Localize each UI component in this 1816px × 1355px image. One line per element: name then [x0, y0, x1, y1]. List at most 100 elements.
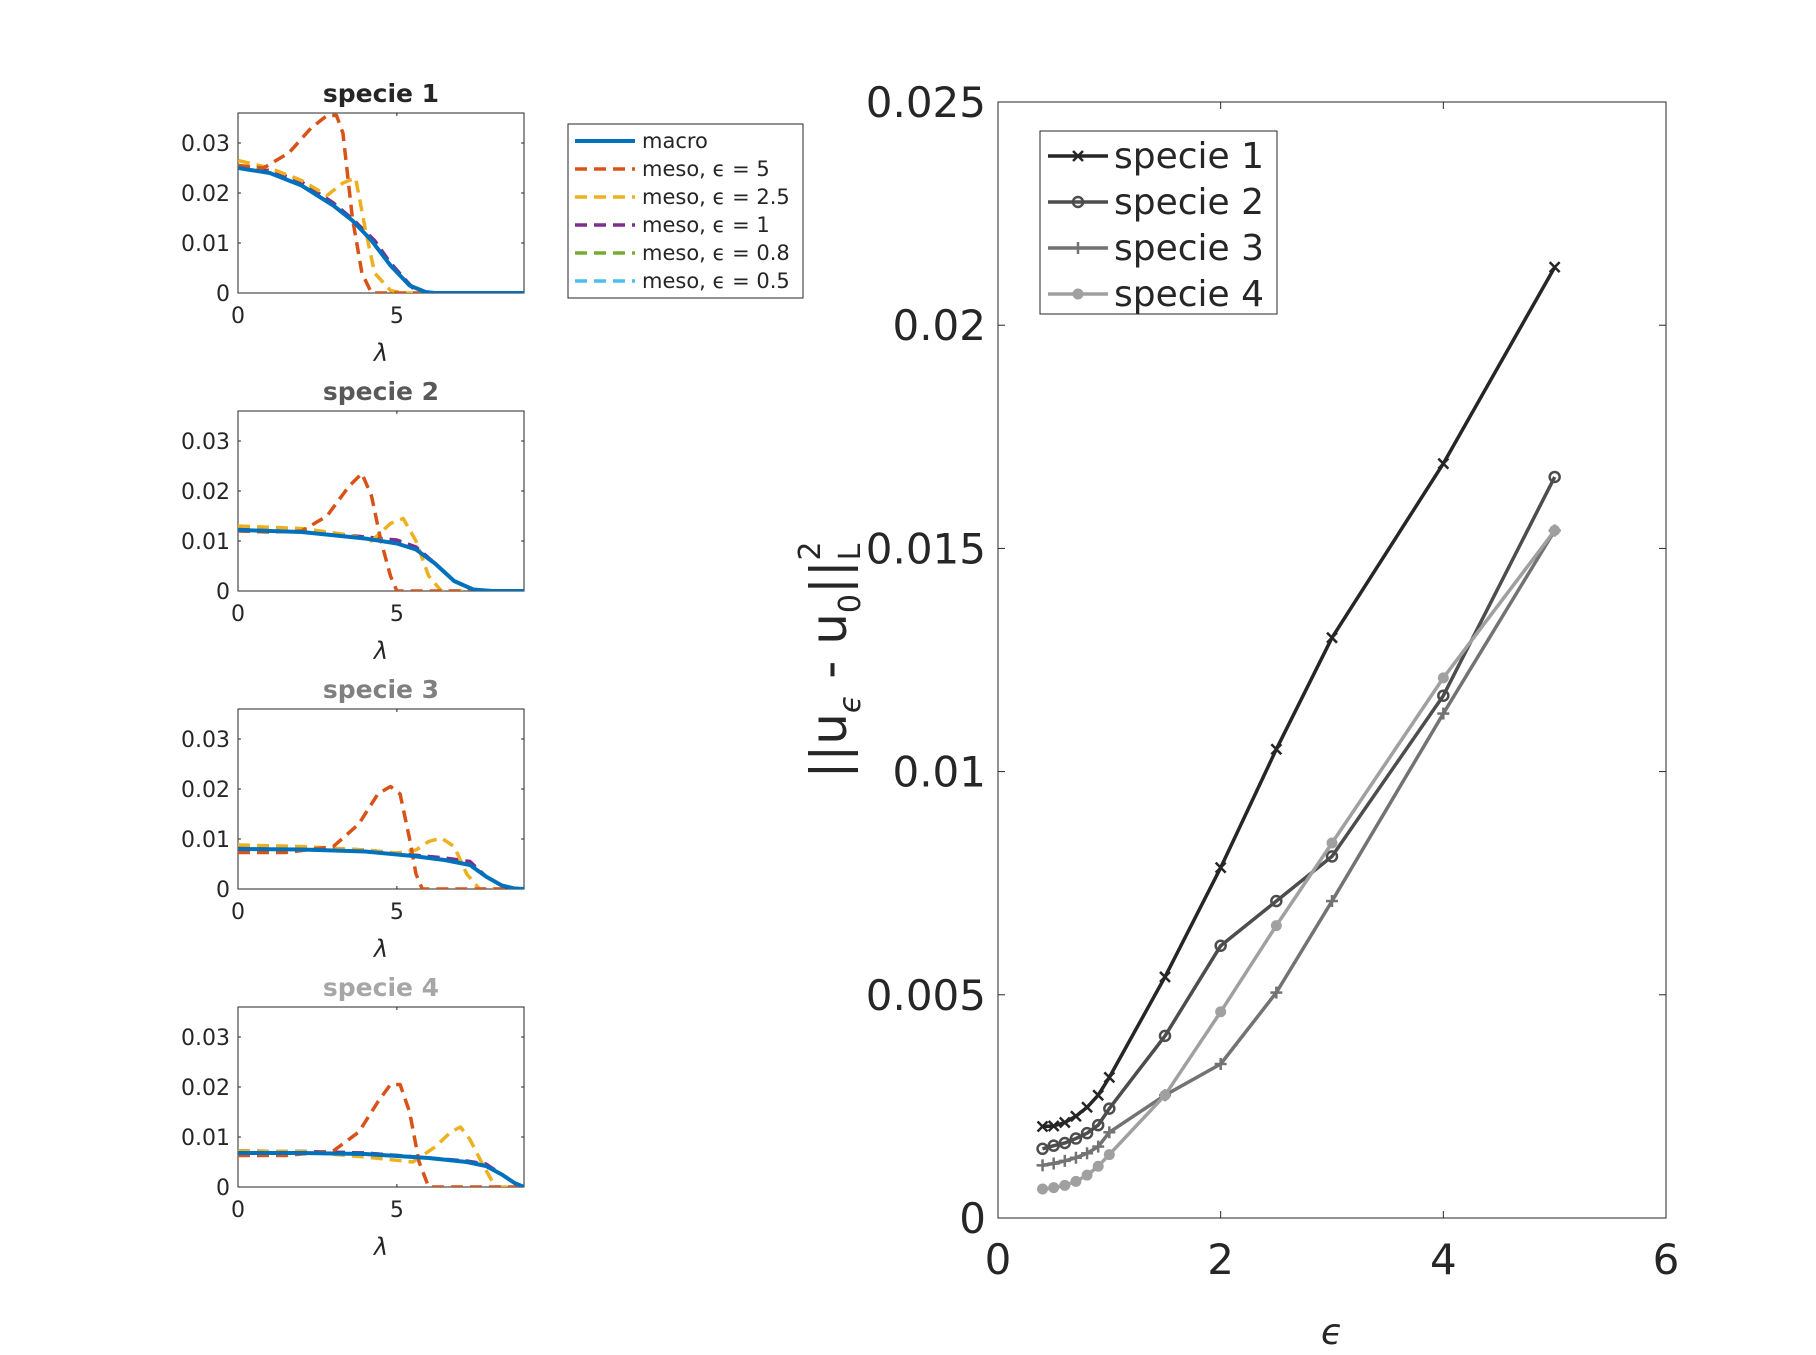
- small-panel-title: specie 4: [323, 973, 439, 1002]
- legend-big-marker: [1072, 150, 1084, 162]
- y-tick-label: 0.02: [181, 778, 230, 803]
- data-point: [1058, 1136, 1072, 1150]
- legend-small-box: [567, 123, 804, 299]
- data-point: [1092, 1160, 1104, 1172]
- big-panel-xlabel: ϵ: [1321, 1312, 1343, 1350]
- x-tick-label: 6: [1653, 1235, 1680, 1284]
- series-line: [1042, 476, 1557, 1151]
- data-point: [1214, 861, 1227, 874]
- data-point-stroke-b: [1326, 631, 1338, 644]
- data-point: [1158, 1029, 1172, 1043]
- data-point: [1159, 1089, 1171, 1101]
- data-point: [1214, 1057, 1227, 1070]
- data-point: [1326, 837, 1338, 849]
- y-tick-label: 0: [216, 282, 230, 307]
- small-panel-xlabel: λ: [372, 935, 388, 963]
- small-panel-xlabel: λ: [372, 637, 388, 665]
- series-line: [238, 516, 524, 591]
- y-tick-label: 0.03: [181, 132, 230, 157]
- data-point: [1325, 850, 1339, 863]
- legend-big-box: [1039, 130, 1278, 315]
- data-point-stroke-b: [1159, 971, 1171, 983]
- y-tick-label: 0: [959, 1194, 986, 1243]
- y-tick-label: 0.02: [181, 182, 230, 207]
- small-panel-1: 0 0.01 0.02 0.03 0 5 specie 1 λ: [181, 79, 525, 367]
- series-line: [238, 847, 524, 889]
- data-point: [1214, 939, 1227, 952]
- data-point-stroke-b: [1214, 861, 1227, 874]
- data-point: [1103, 1071, 1116, 1084]
- legend-big-marker: [1072, 288, 1084, 300]
- legend-small-label: macro: [642, 129, 708, 153]
- x-tick-label: 0: [231, 602, 245, 627]
- data-point: [1037, 1183, 1049, 1195]
- y-tick-label: 0.03: [181, 430, 230, 455]
- y-tick-label: 0.03: [181, 728, 230, 753]
- data-point: [1058, 1116, 1071, 1129]
- data-point: [1437, 689, 1450, 702]
- x-tick-label: 5: [390, 900, 404, 925]
- y-tick-label: 0.01: [181, 1126, 230, 1151]
- y-tick-label: 0.01: [181, 530, 230, 555]
- data-point: [1103, 1126, 1116, 1139]
- data-point: [1437, 672, 1449, 684]
- legend-small: macro meso, ϵ = 5 meso, ϵ = 2.5 meso, ϵ = 1…: [567, 123, 804, 299]
- small-panel-title: specie 2: [323, 377, 439, 406]
- x-tick-label: 0: [231, 304, 245, 329]
- data-point: [1069, 1151, 1082, 1164]
- legend-small-label: meso, ϵ = 2.5: [642, 185, 790, 209]
- small-panel-xlabel: λ: [372, 1233, 388, 1261]
- data-point-stroke-b: [1437, 457, 1450, 470]
- legend-big-label: specie 2: [1114, 182, 1264, 223]
- data-point: [1548, 261, 1561, 274]
- data-point: [1103, 1102, 1116, 1115]
- small-panel-2: 0 0.01 0.02 0.03 0 5 specie 2 λ: [181, 377, 525, 665]
- small-panel-title: specie 1: [323, 79, 439, 108]
- legend-big-marker: [1072, 242, 1084, 254]
- small-panel-3: 0 0.01 0.02 0.03 0 5 specie 3 λ: [181, 675, 525, 963]
- data-point-stroke-b: [1036, 1120, 1049, 1133]
- data-point: [1326, 631, 1338, 644]
- y-tick-label: 0: [216, 1176, 230, 1201]
- small-panels: 0 0.01 0.02 0.03 0 5 specie 1 λ 0 0.01 0.02 0.03 0 5 s…: [181, 79, 525, 1261]
- legend-small-label: meso, ϵ = 1: [642, 213, 770, 237]
- data-point: [1081, 1101, 1093, 1114]
- series-line: [238, 113, 524, 293]
- data-point-stroke-b: [1270, 743, 1283, 756]
- small-panel-series: [238, 1082, 524, 1187]
- data-point: [1080, 1126, 1094, 1140]
- data-point-stroke-b: [1548, 261, 1561, 274]
- big-series-1: [1036, 261, 1561, 1133]
- x-tick-label: 0: [231, 1198, 245, 1223]
- big-panel-ylabel: ||uϵ - u0||L2: [793, 542, 868, 779]
- small-panel-xlabel: λ: [372, 339, 388, 367]
- x-tick-label: 4: [1430, 1235, 1457, 1284]
- data-point: [1058, 1154, 1071, 1167]
- data-point: [1047, 1120, 1060, 1132]
- small-panel-3-axes: [237, 708, 525, 890]
- data-point-stroke-b: [1081, 1101, 1093, 1114]
- data-point: [1059, 1179, 1071, 1191]
- series-line: [238, 1151, 524, 1187]
- small-panel-series: [238, 471, 524, 591]
- legend-small-label: meso, ϵ = 0.8: [642, 241, 790, 265]
- data-point: [1091, 1118, 1105, 1132]
- x-tick-label: 5: [390, 602, 404, 627]
- data-point: [1326, 895, 1338, 908]
- data-point: [1270, 920, 1282, 932]
- x-tick-label: 2: [1207, 1235, 1234, 1284]
- data-point: [1036, 1159, 1049, 1172]
- y-tick-label: 0.025: [866, 78, 986, 127]
- legend-small-label: meso, ϵ = 5: [642, 157, 770, 181]
- y-tick-label: 0.01: [181, 232, 230, 257]
- data-point: [1549, 525, 1561, 537]
- legend-big-label: specie 4: [1114, 274, 1264, 315]
- small-panel-2-axes: [237, 410, 525, 592]
- x-tick-label: 0: [231, 900, 245, 925]
- legend-big: specie 1 specie 2 specie 3 specie 4: [1039, 130, 1278, 315]
- data-point: [1048, 1182, 1060, 1194]
- big-series-2: [1036, 470, 1561, 1156]
- data-point-stroke-b: [1047, 1120, 1060, 1132]
